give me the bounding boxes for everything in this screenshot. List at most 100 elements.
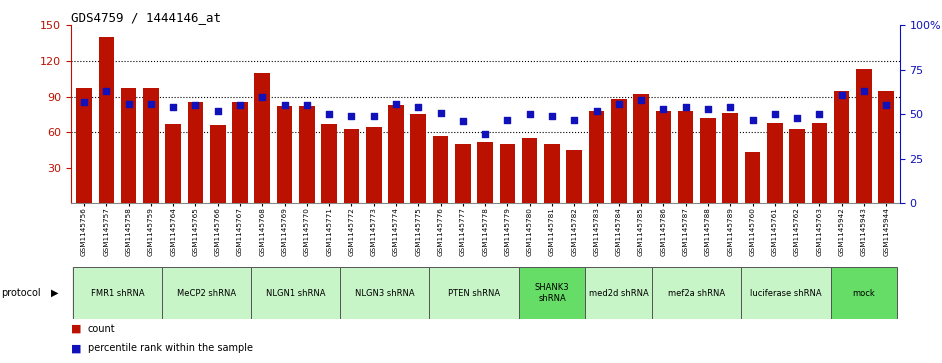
Point: [99, 88, 114, 94]
Bar: [407, 267, 430, 319]
Text: protocol: protocol: [1, 288, 41, 298]
Point: [856, 88, 871, 94]
Text: FMR1 shRNA: FMR1 shRNA: [90, 289, 144, 298]
Point: [76, 99, 91, 105]
Bar: [563, 267, 585, 319]
Bar: [432, 136, 448, 203]
Bar: [478, 142, 493, 203]
Bar: [741, 267, 831, 319]
Point: [254, 94, 269, 99]
Bar: [118, 267, 139, 319]
Text: NLGN3 shRNA: NLGN3 shRNA: [355, 289, 414, 298]
Bar: [522, 138, 538, 203]
Bar: [789, 129, 804, 203]
Bar: [496, 267, 518, 319]
Bar: [430, 267, 518, 319]
Bar: [162, 267, 252, 319]
Point: [656, 106, 671, 112]
Point: [589, 108, 604, 114]
Bar: [411, 114, 426, 203]
Bar: [139, 267, 162, 319]
Bar: [566, 150, 582, 203]
Point: [233, 102, 248, 108]
Bar: [834, 91, 850, 203]
Bar: [321, 124, 337, 203]
Point: [300, 102, 315, 108]
Point: [344, 113, 359, 119]
Text: PTEN shRNA: PTEN shRNA: [448, 289, 500, 298]
Bar: [252, 267, 273, 319]
Text: NLGN1 shRNA: NLGN1 shRNA: [266, 289, 326, 298]
Bar: [388, 105, 404, 203]
Text: MeCP2 shRNA: MeCP2 shRNA: [177, 289, 236, 298]
Point: [210, 108, 225, 114]
Bar: [229, 267, 252, 319]
Bar: [210, 125, 225, 203]
Bar: [233, 102, 248, 203]
Bar: [340, 267, 430, 319]
Text: mef2a shRNA: mef2a shRNA: [668, 289, 725, 298]
Bar: [185, 267, 206, 319]
Text: count: count: [88, 323, 115, 334]
Point: [745, 117, 760, 123]
Bar: [206, 267, 229, 319]
Point: [478, 131, 493, 137]
Bar: [875, 267, 898, 319]
Bar: [812, 123, 827, 203]
Point: [166, 104, 181, 110]
Point: [122, 101, 137, 107]
Point: [321, 111, 336, 117]
Bar: [879, 91, 894, 203]
Bar: [99, 37, 114, 203]
Bar: [452, 267, 474, 319]
Point: [366, 113, 382, 119]
Point: [522, 111, 537, 117]
Point: [611, 101, 626, 107]
Point: [455, 119, 470, 125]
Point: [277, 102, 292, 108]
Point: [812, 111, 827, 117]
Point: [678, 104, 693, 110]
Bar: [656, 111, 672, 203]
Bar: [430, 267, 452, 319]
Bar: [674, 267, 697, 319]
Point: [701, 106, 716, 112]
Point: [388, 101, 403, 107]
Bar: [143, 88, 158, 203]
Point: [500, 117, 515, 123]
Text: ■: ■: [71, 323, 81, 334]
Point: [723, 104, 738, 110]
Bar: [121, 88, 137, 203]
Bar: [589, 111, 605, 203]
Point: [187, 102, 203, 108]
Bar: [630, 267, 652, 319]
Point: [567, 117, 582, 123]
Text: ▶: ▶: [51, 288, 58, 298]
Point: [433, 110, 448, 115]
Bar: [856, 69, 871, 203]
Bar: [652, 267, 741, 319]
Point: [879, 102, 894, 108]
Bar: [455, 144, 471, 203]
Bar: [544, 144, 560, 203]
Bar: [318, 267, 340, 319]
Bar: [76, 88, 91, 203]
Bar: [296, 267, 318, 319]
Bar: [273, 267, 296, 319]
Bar: [162, 267, 185, 319]
Point: [768, 111, 783, 117]
Bar: [518, 267, 585, 319]
Bar: [252, 267, 340, 319]
Bar: [700, 118, 716, 203]
Bar: [719, 267, 741, 319]
Bar: [518, 267, 541, 319]
Bar: [831, 267, 898, 319]
Bar: [608, 267, 630, 319]
Point: [143, 101, 158, 107]
Bar: [764, 267, 786, 319]
Bar: [767, 123, 783, 203]
Bar: [633, 94, 649, 203]
Bar: [277, 106, 292, 203]
Bar: [853, 267, 875, 319]
Text: mock: mock: [853, 289, 875, 298]
